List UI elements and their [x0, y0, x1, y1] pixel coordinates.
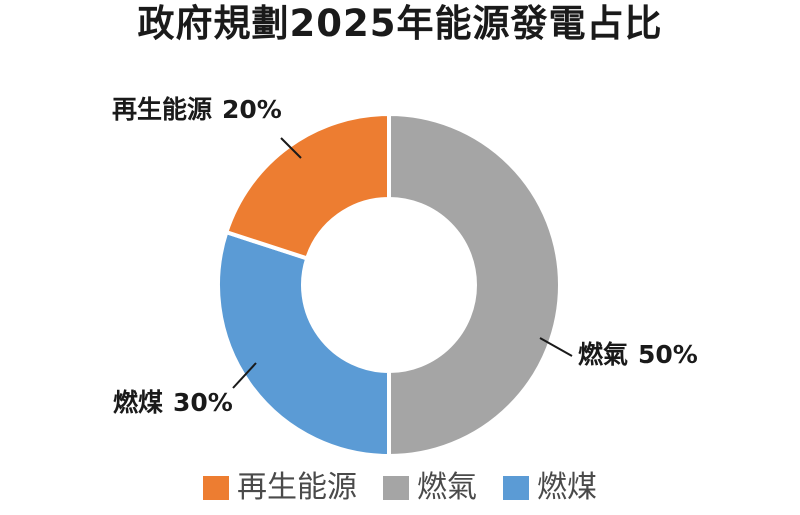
slice-coal[interactable] [216, 230, 391, 458]
donut-slices [216, 112, 562, 458]
slice-label-gas-value: 50% [638, 340, 698, 369]
leader-line-coal [232, 362, 257, 389]
slice-label-renewable: 再生能源 20% [112, 95, 282, 125]
leader-lines [232, 137, 573, 389]
legend-item-coal[interactable]: 燃煤 [503, 470, 597, 506]
slice-label-coal-value: 30% [173, 388, 233, 417]
legend-swatch-gas [383, 476, 409, 500]
legend-swatch-renewable [203, 476, 229, 500]
legend-swatch-coal [503, 476, 529, 500]
slice-gas[interactable] [387, 112, 562, 458]
legend-item-gas[interactable]: 燃氣 [383, 470, 477, 506]
legend: 再生能源 燃氣 燃煤 [0, 470, 800, 506]
chart-title: 政府規劃2025年能源發電占比 [137, 2, 663, 45]
legend-item-renewable[interactable]: 再生能源 [203, 470, 357, 506]
slice-label-coal: 燃煤 30% [113, 388, 233, 418]
slice-label-coal-name: 燃煤 [113, 388, 164, 417]
slice-label-renewable-value: 20% [222, 95, 282, 124]
leader-line-renewable [280, 137, 302, 159]
slice-renewable[interactable] [224, 112, 391, 261]
slice-label-renewable-name: 再生能源 [112, 95, 213, 124]
slice-label-gas-name: 燃氣 [578, 340, 629, 369]
legend-label-gas: 燃氣 [417, 470, 477, 505]
slice-label-gas: 燃氣 50% [578, 340, 698, 370]
leader-line-gas [539, 337, 573, 357]
legend-label-coal: 燃煤 [537, 470, 597, 505]
legend-label-renewable: 再生能源 [237, 470, 357, 505]
